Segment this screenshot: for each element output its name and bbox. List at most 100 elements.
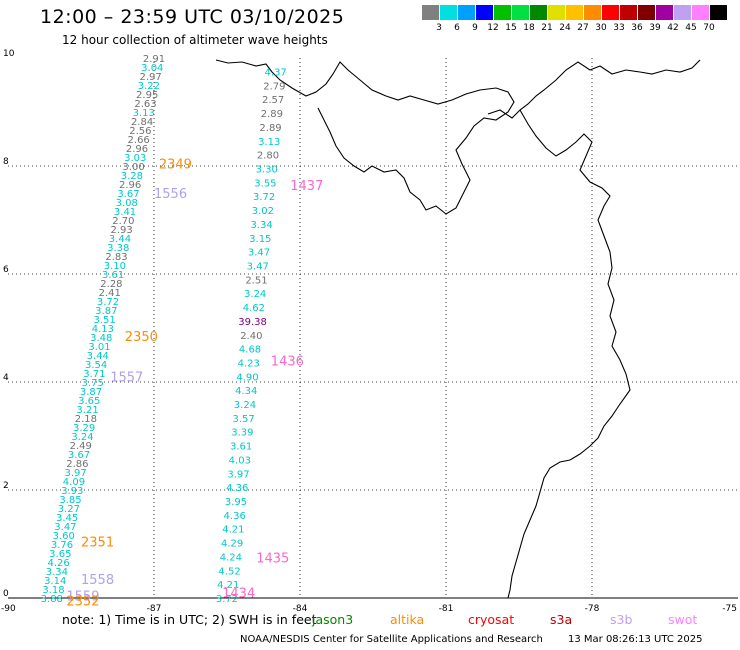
wave-height-value: 4.26 (47, 558, 69, 569)
wave-height-value: 3.02 (252, 206, 274, 217)
wave-height-value: 3.21 (76, 405, 98, 416)
satellite-legend-item: jason3 (312, 612, 354, 627)
wave-height-value: 3.93 (61, 486, 83, 497)
wave-height-value: 3.24 (234, 400, 256, 411)
satellite-legend-item: s3b (610, 612, 633, 627)
color-swatch (638, 5, 655, 20)
wave-height-value: 4.09 (63, 477, 85, 488)
wave-height-value: 3.61 (102, 270, 124, 281)
y-tick-label: 8 (3, 157, 9, 167)
color-swatch-label: 36 (631, 23, 643, 33)
wave-height-value: 2.96 (119, 180, 141, 191)
color-swatch-label: 15 (505, 23, 517, 33)
wave-height-value: 3.72 (97, 297, 119, 308)
map-subtitle: 12 hour collection of altimeter wave hei… (62, 33, 328, 47)
wave-height-value: 3.47 (248, 248, 270, 259)
coastline-segment (215, 59, 515, 215)
color-swatch-label: 6 (454, 23, 460, 33)
color-swatch-label: 30 (595, 23, 607, 33)
wave-height-value: 3.57 (233, 414, 255, 425)
satellite-pass-labels: 2349 1556 1437 2350 1436 1557 2351 1435 15581559… (66, 157, 323, 609)
color-swatch (512, 5, 529, 20)
color-swatch-label: 12 (487, 23, 499, 33)
color-swatch-label: 9 (472, 23, 478, 33)
y-tick-label: 0 (3, 589, 9, 599)
color-swatch-label: 33 (613, 23, 625, 33)
wave-height-value: 3.51 (93, 315, 115, 326)
satellite-legend-item: s3a (550, 612, 573, 627)
wave-height-value: 4.21 (222, 525, 244, 536)
x-tick-label: -84 (293, 604, 308, 614)
altimeter-observations: 2.913.042.973.222.952.633.132.842.562.66… (41, 54, 287, 605)
wave-height-value: 3.88 (41, 594, 63, 605)
pass-number-label: 1558 (81, 573, 114, 588)
wave-height-value: 3.44 (109, 234, 131, 245)
wave-height-value: 3.44 (87, 351, 109, 362)
satellite-legend-item: cryosat (468, 612, 515, 627)
color-swatch (656, 5, 673, 20)
satellite-legend-item: altika (390, 612, 425, 627)
wave-height-value: 3.28 (121, 171, 143, 182)
wave-height-value: 3.39 (231, 428, 253, 439)
wave-height-value: 2.95 (136, 90, 158, 101)
x-tick-label: -78 (585, 604, 600, 614)
wave-height-value: 3.97 (227, 469, 249, 480)
color-swatch (440, 5, 457, 20)
wave-height-value: 3.60 (53, 531, 75, 542)
wave-height-value: 2.80 (257, 151, 279, 162)
color-swatch-label: 3 (436, 23, 442, 33)
wave-height-value: 2.56 (129, 126, 151, 137)
wave-height-value: 4.13 (92, 324, 114, 335)
wave-height-value: 4.36 (226, 483, 248, 494)
wave-height-value: 3.71 (83, 369, 105, 380)
pass-number-label: 2350 (125, 330, 158, 345)
wave-height-value: 4.52 (218, 566, 240, 577)
color-swatch (602, 5, 619, 20)
wave-height-value: 2.96 (126, 144, 148, 155)
wave-height-value: 3.22 (138, 81, 160, 92)
color-swatch (476, 5, 493, 20)
wave-height-value: 2.91 (143, 54, 165, 65)
wave-height-value: 3.65 (78, 396, 100, 407)
color-swatch-label: 45 (685, 23, 697, 33)
wave-height-value: 2.18 (75, 414, 97, 425)
pass-number-label: 1435 (256, 552, 289, 567)
wave-height-value: 3.72 (253, 192, 275, 203)
color-swatch (530, 5, 547, 20)
wave-height-value: 2.70 (112, 216, 134, 227)
wave-height-value: 2.63 (134, 99, 156, 110)
wave-height-value: 3.13 (258, 137, 280, 148)
x-tick-label: -90 (1, 604, 16, 614)
color-swatch (548, 5, 565, 20)
color-swatch-label: 70 (703, 23, 715, 33)
wave-height-value: 4.34 (235, 386, 257, 397)
wave-height-value: 3.41 (114, 207, 136, 218)
pass-number-label: 1436 (271, 354, 304, 369)
wave-height-value: 3.10 (104, 261, 126, 272)
wave-height-value: 2.89 (259, 123, 281, 134)
notes-text: note: 1) Time is in UTC; 2) SWH is in fe… (62, 612, 317, 627)
wave-height-value: 3.27 (58, 504, 80, 515)
wave-height-value: 3.48 (90, 333, 112, 344)
wave-height-value: 2.89 (261, 109, 283, 120)
wave-height-value: 3.15 (249, 234, 271, 245)
wave-height-value: 4.90 (236, 372, 258, 383)
wave-height-value: 4.29 (221, 539, 243, 550)
wave-height-value: 3.00 (122, 162, 144, 173)
wave-height-value: 4.23 (238, 358, 260, 369)
wave-height-value: 3.72 (216, 594, 238, 605)
wave-height-value: 3.54 (85, 360, 107, 371)
wave-height-value: 4.68 (239, 345, 261, 356)
wave-height-value: 2.83 (105, 252, 127, 263)
wave-height-value: 39.38 (238, 317, 267, 328)
color-swatch (584, 5, 601, 20)
wave-height-value: 2.86 (66, 459, 88, 470)
wave-height-value: 3.14 (44, 576, 66, 587)
color-swatch-label: 42 (667, 23, 679, 33)
wave-height-value: 2.28 (100, 279, 122, 290)
pass-number-label: 2351 (81, 535, 114, 550)
pass-number-label: 1434 (222, 587, 255, 602)
wave-height-value: 2.40 (240, 331, 262, 342)
coastline-segment (507, 109, 631, 599)
